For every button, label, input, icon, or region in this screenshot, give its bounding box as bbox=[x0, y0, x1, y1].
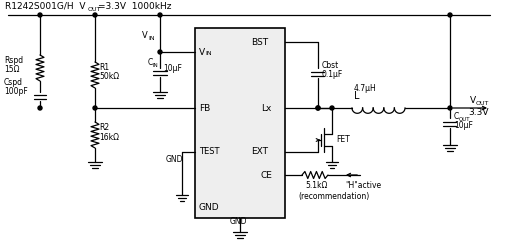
Text: 16kΩ: 16kΩ bbox=[99, 132, 119, 142]
Text: "H"active: "H"active bbox=[344, 182, 380, 190]
Text: TEST: TEST bbox=[198, 147, 219, 157]
Text: 100pF: 100pF bbox=[4, 86, 28, 96]
Circle shape bbox=[316, 106, 319, 110]
Text: GND: GND bbox=[166, 156, 183, 165]
Text: 50kΩ: 50kΩ bbox=[99, 71, 119, 81]
Text: Cbst: Cbst bbox=[321, 61, 338, 69]
Text: V: V bbox=[198, 47, 205, 57]
Circle shape bbox=[447, 106, 451, 110]
Circle shape bbox=[158, 50, 162, 54]
Text: 4.7μH: 4.7μH bbox=[354, 83, 376, 92]
Circle shape bbox=[38, 13, 42, 17]
Circle shape bbox=[93, 13, 97, 17]
Text: FET: FET bbox=[335, 136, 349, 144]
Bar bbox=[194, 28, 284, 218]
Text: 0.1μF: 0.1μF bbox=[321, 69, 342, 79]
Text: L: L bbox=[354, 91, 359, 101]
Text: Cspd: Cspd bbox=[4, 78, 23, 86]
Text: IN: IN bbox=[147, 36, 155, 41]
Text: Rspd: Rspd bbox=[4, 56, 23, 64]
Text: 3.3V: 3.3V bbox=[467, 107, 487, 117]
Text: CE: CE bbox=[261, 170, 272, 180]
Circle shape bbox=[93, 106, 97, 110]
Text: EXT: EXT bbox=[250, 147, 268, 157]
Text: C: C bbox=[147, 58, 153, 66]
Text: 15Ω: 15Ω bbox=[4, 64, 20, 74]
Text: V: V bbox=[469, 96, 475, 104]
Text: GND: GND bbox=[230, 218, 247, 226]
Text: OUT: OUT bbox=[475, 101, 488, 106]
Circle shape bbox=[447, 13, 451, 17]
Text: 10μF: 10μF bbox=[453, 121, 472, 129]
Text: C: C bbox=[453, 111, 459, 121]
Text: Lx: Lx bbox=[261, 103, 271, 112]
Text: R1: R1 bbox=[99, 62, 109, 71]
Text: BST: BST bbox=[250, 38, 268, 46]
Circle shape bbox=[316, 106, 319, 110]
Text: FB: FB bbox=[198, 103, 210, 112]
Text: R2: R2 bbox=[99, 124, 109, 132]
Text: (recommendation): (recommendation) bbox=[297, 192, 369, 202]
Text: R1242S001G/H  V: R1242S001G/H V bbox=[5, 1, 85, 11]
Circle shape bbox=[329, 106, 333, 110]
Text: V: V bbox=[142, 30, 147, 40]
Text: GND: GND bbox=[198, 204, 219, 212]
Circle shape bbox=[158, 13, 162, 17]
Circle shape bbox=[38, 106, 42, 110]
Text: IN: IN bbox=[205, 51, 211, 56]
Text: 10μF: 10μF bbox=[163, 63, 181, 73]
Text: OUT: OUT bbox=[88, 7, 101, 12]
Text: =3.3V  1000kHz: =3.3V 1000kHz bbox=[98, 1, 171, 11]
Text: OUT: OUT bbox=[458, 117, 470, 122]
Text: 5.1kΩ: 5.1kΩ bbox=[305, 182, 327, 190]
Text: IN: IN bbox=[153, 63, 159, 68]
